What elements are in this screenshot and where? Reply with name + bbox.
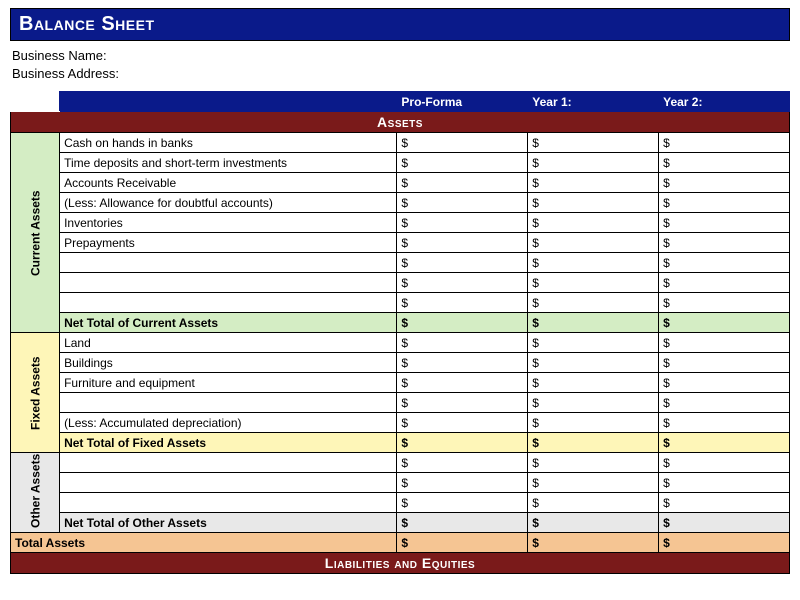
current-assets-group-label: Current Assets xyxy=(11,133,60,333)
business-name-label: Business Name: xyxy=(12,47,788,65)
col-year2: Year 2: xyxy=(659,92,790,112)
table-row: Inventories$$$ xyxy=(11,213,790,233)
column-header-row: Pro-Forma Year 1: Year 2: xyxy=(11,92,790,112)
table-row: Furniture and equipment$$$ xyxy=(11,373,790,393)
fixed-assets-subtotal: Net Total of Fixed Assets$$$ xyxy=(11,433,790,453)
table-row: Accounts Receivable$$$ xyxy=(11,173,790,193)
table-row: $$$ xyxy=(11,273,790,293)
fixed-assets-group-label: Fixed Assets xyxy=(11,333,60,453)
page-title: Balance Sheet xyxy=(10,8,790,41)
assets-section-header: Assets xyxy=(11,112,790,133)
table-row: (Less: Allowance for doubtful accounts)$… xyxy=(11,193,790,213)
total-assets-row: Total Assets $$$ xyxy=(11,533,790,553)
table-row: Prepayments$$$ xyxy=(11,233,790,253)
table-row: $$$ xyxy=(11,473,790,493)
other-assets-group-label: Other Assets xyxy=(11,453,60,533)
table-row: $$$ xyxy=(11,393,790,413)
balance-sheet-table: Pro-Forma Year 1: Year 2: Assets Current… xyxy=(10,91,790,574)
table-row: $$$ xyxy=(11,253,790,273)
business-address-label: Business Address: xyxy=(12,65,788,83)
current-assets-subtotal: Net Total of Current Assets$$$ xyxy=(11,313,790,333)
col-proforma: Pro-Forma xyxy=(397,92,528,112)
table-row: Current Assets Cash on hands in banks$$$ xyxy=(11,133,790,153)
liabilities-section-header: Liabilities and Equities xyxy=(11,553,790,574)
col-year1: Year 1: xyxy=(528,92,659,112)
table-row: Time deposits and short-term investments… xyxy=(11,153,790,173)
business-info: Business Name: Business Address: xyxy=(10,41,790,91)
table-row: (Less: Accumulated depreciation)$$$ xyxy=(11,413,790,433)
other-assets-subtotal: Net Total of Other Assets$$$ xyxy=(11,513,790,533)
table-row: Buildings$$$ xyxy=(11,353,790,373)
table-row: $$$ xyxy=(11,493,790,513)
table-row: $$$ xyxy=(11,293,790,313)
table-row: Other Assets $$$ xyxy=(11,453,790,473)
table-row: Fixed Assets Land$$$ xyxy=(11,333,790,353)
